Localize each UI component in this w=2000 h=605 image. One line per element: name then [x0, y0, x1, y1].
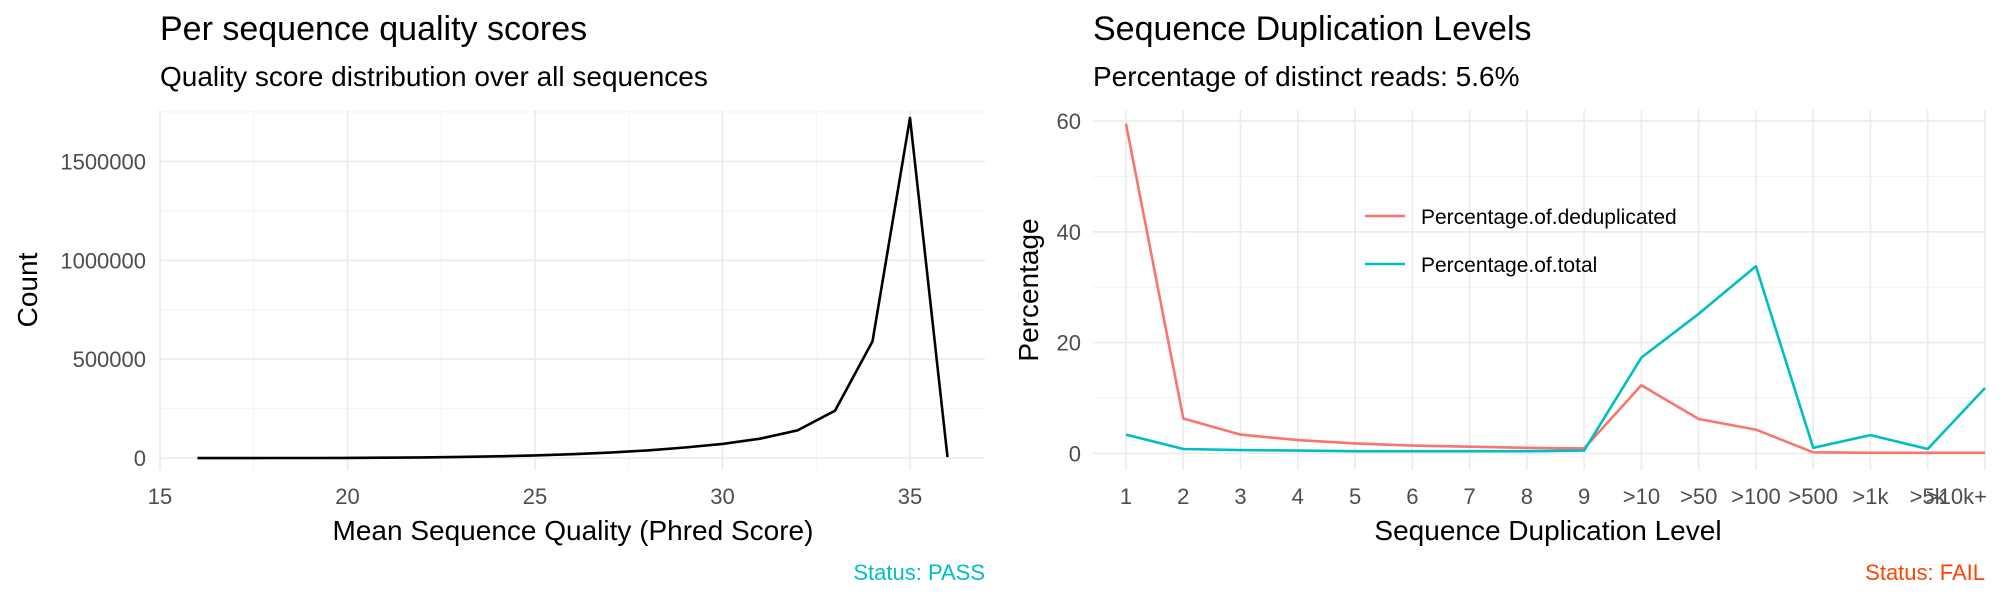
- gridlines: [159, 110, 985, 470]
- y-tick-label: 60: [1057, 109, 1081, 134]
- y-tick-label: 0: [134, 446, 146, 471]
- x-axis-label: Sequence Duplication Level: [1374, 515, 1721, 546]
- y-tick-labels: 0 20 40 60: [1057, 109, 1081, 466]
- chart-title: Sequence Duplication Levels: [1093, 10, 1532, 48]
- x-tick-label: >10k+: [1926, 484, 1987, 509]
- y-tick-label: 40: [1057, 220, 1081, 245]
- x-tick-label: 3: [1234, 484, 1246, 509]
- series-line: [1124, 123, 1985, 455]
- status-label: Status: PASS: [853, 560, 985, 585]
- x-tick-label: 20: [335, 484, 359, 509]
- x-tick-label: 9: [1578, 484, 1590, 509]
- y-axis-label: Count: [12, 252, 43, 327]
- x-tick-label: >50: [1680, 484, 1717, 509]
- legend-label: Percentage.of.deduplicated: [1421, 206, 1677, 229]
- legend-label: Percentage.of.total: [1421, 254, 1597, 277]
- y-tick-labels: 0 500000 1000000 1500000: [60, 149, 146, 471]
- x-tick-label: 1: [1120, 484, 1132, 509]
- gridlines: [1093, 110, 1986, 470]
- series-line: [197, 116, 949, 460]
- x-tick-label: 8: [1521, 484, 1533, 509]
- x-tick-label: >500: [1788, 484, 1838, 509]
- x-tick-label: 7: [1463, 484, 1475, 509]
- x-tick-label: >100: [1731, 484, 1781, 509]
- x-tick-label: >5k: [1910, 484, 1947, 509]
- duplication-levels-chart: Sequence Duplication Levels Percentage o…: [1013, 10, 1987, 585]
- x-tick-label: 6: [1406, 484, 1418, 509]
- series-lines: [197, 116, 949, 460]
- x-tick-label: 15: [148, 484, 172, 509]
- x-tick-label: >10: [1623, 484, 1660, 509]
- legend: Percentage.of.deduplicated Percentage.of.…: [1365, 206, 1677, 277]
- x-tick-labels: 15 20 25 30 35: [148, 484, 922, 509]
- x-tick-label: 2: [1177, 484, 1189, 509]
- x-axis-label: Mean Sequence Quality (Phred Score): [333, 515, 814, 546]
- y-tick-label: 20: [1057, 331, 1081, 356]
- chart-subtitle: Percentage of distinct reads: 5.6%: [1093, 61, 1519, 92]
- series-line: [1125, 264, 1986, 453]
- x-tick-label: 25: [523, 484, 547, 509]
- x-tick-labels: 1 2 3 4 5 6 7 8 9 >10 >50 >100 >500 >1k >5k>10k+: [1120, 484, 1987, 509]
- y-tick-label: 0: [1069, 441, 1081, 466]
- quality-scores-chart: Per sequence quality scores Quality scor…: [12, 10, 985, 585]
- x-tick-label: 4: [1292, 484, 1304, 509]
- y-tick-label: 500000: [73, 347, 146, 372]
- status-label: Status: FAIL: [1865, 560, 1985, 585]
- x-tick-label: 30: [710, 484, 734, 509]
- y-axis-label: Percentage: [1013, 218, 1044, 361]
- chart-title: Per sequence quality scores: [160, 10, 587, 48]
- x-tick-label: 35: [898, 484, 922, 509]
- x-tick-label: >1k: [1852, 484, 1889, 509]
- x-tick-label: 5: [1349, 484, 1361, 509]
- y-tick-label: 1000000: [60, 248, 146, 273]
- series-lines: [1124, 123, 1986, 455]
- chart-subtitle: Quality score distribution over all sequ…: [160, 61, 708, 92]
- y-tick-label: 1500000: [60, 149, 146, 174]
